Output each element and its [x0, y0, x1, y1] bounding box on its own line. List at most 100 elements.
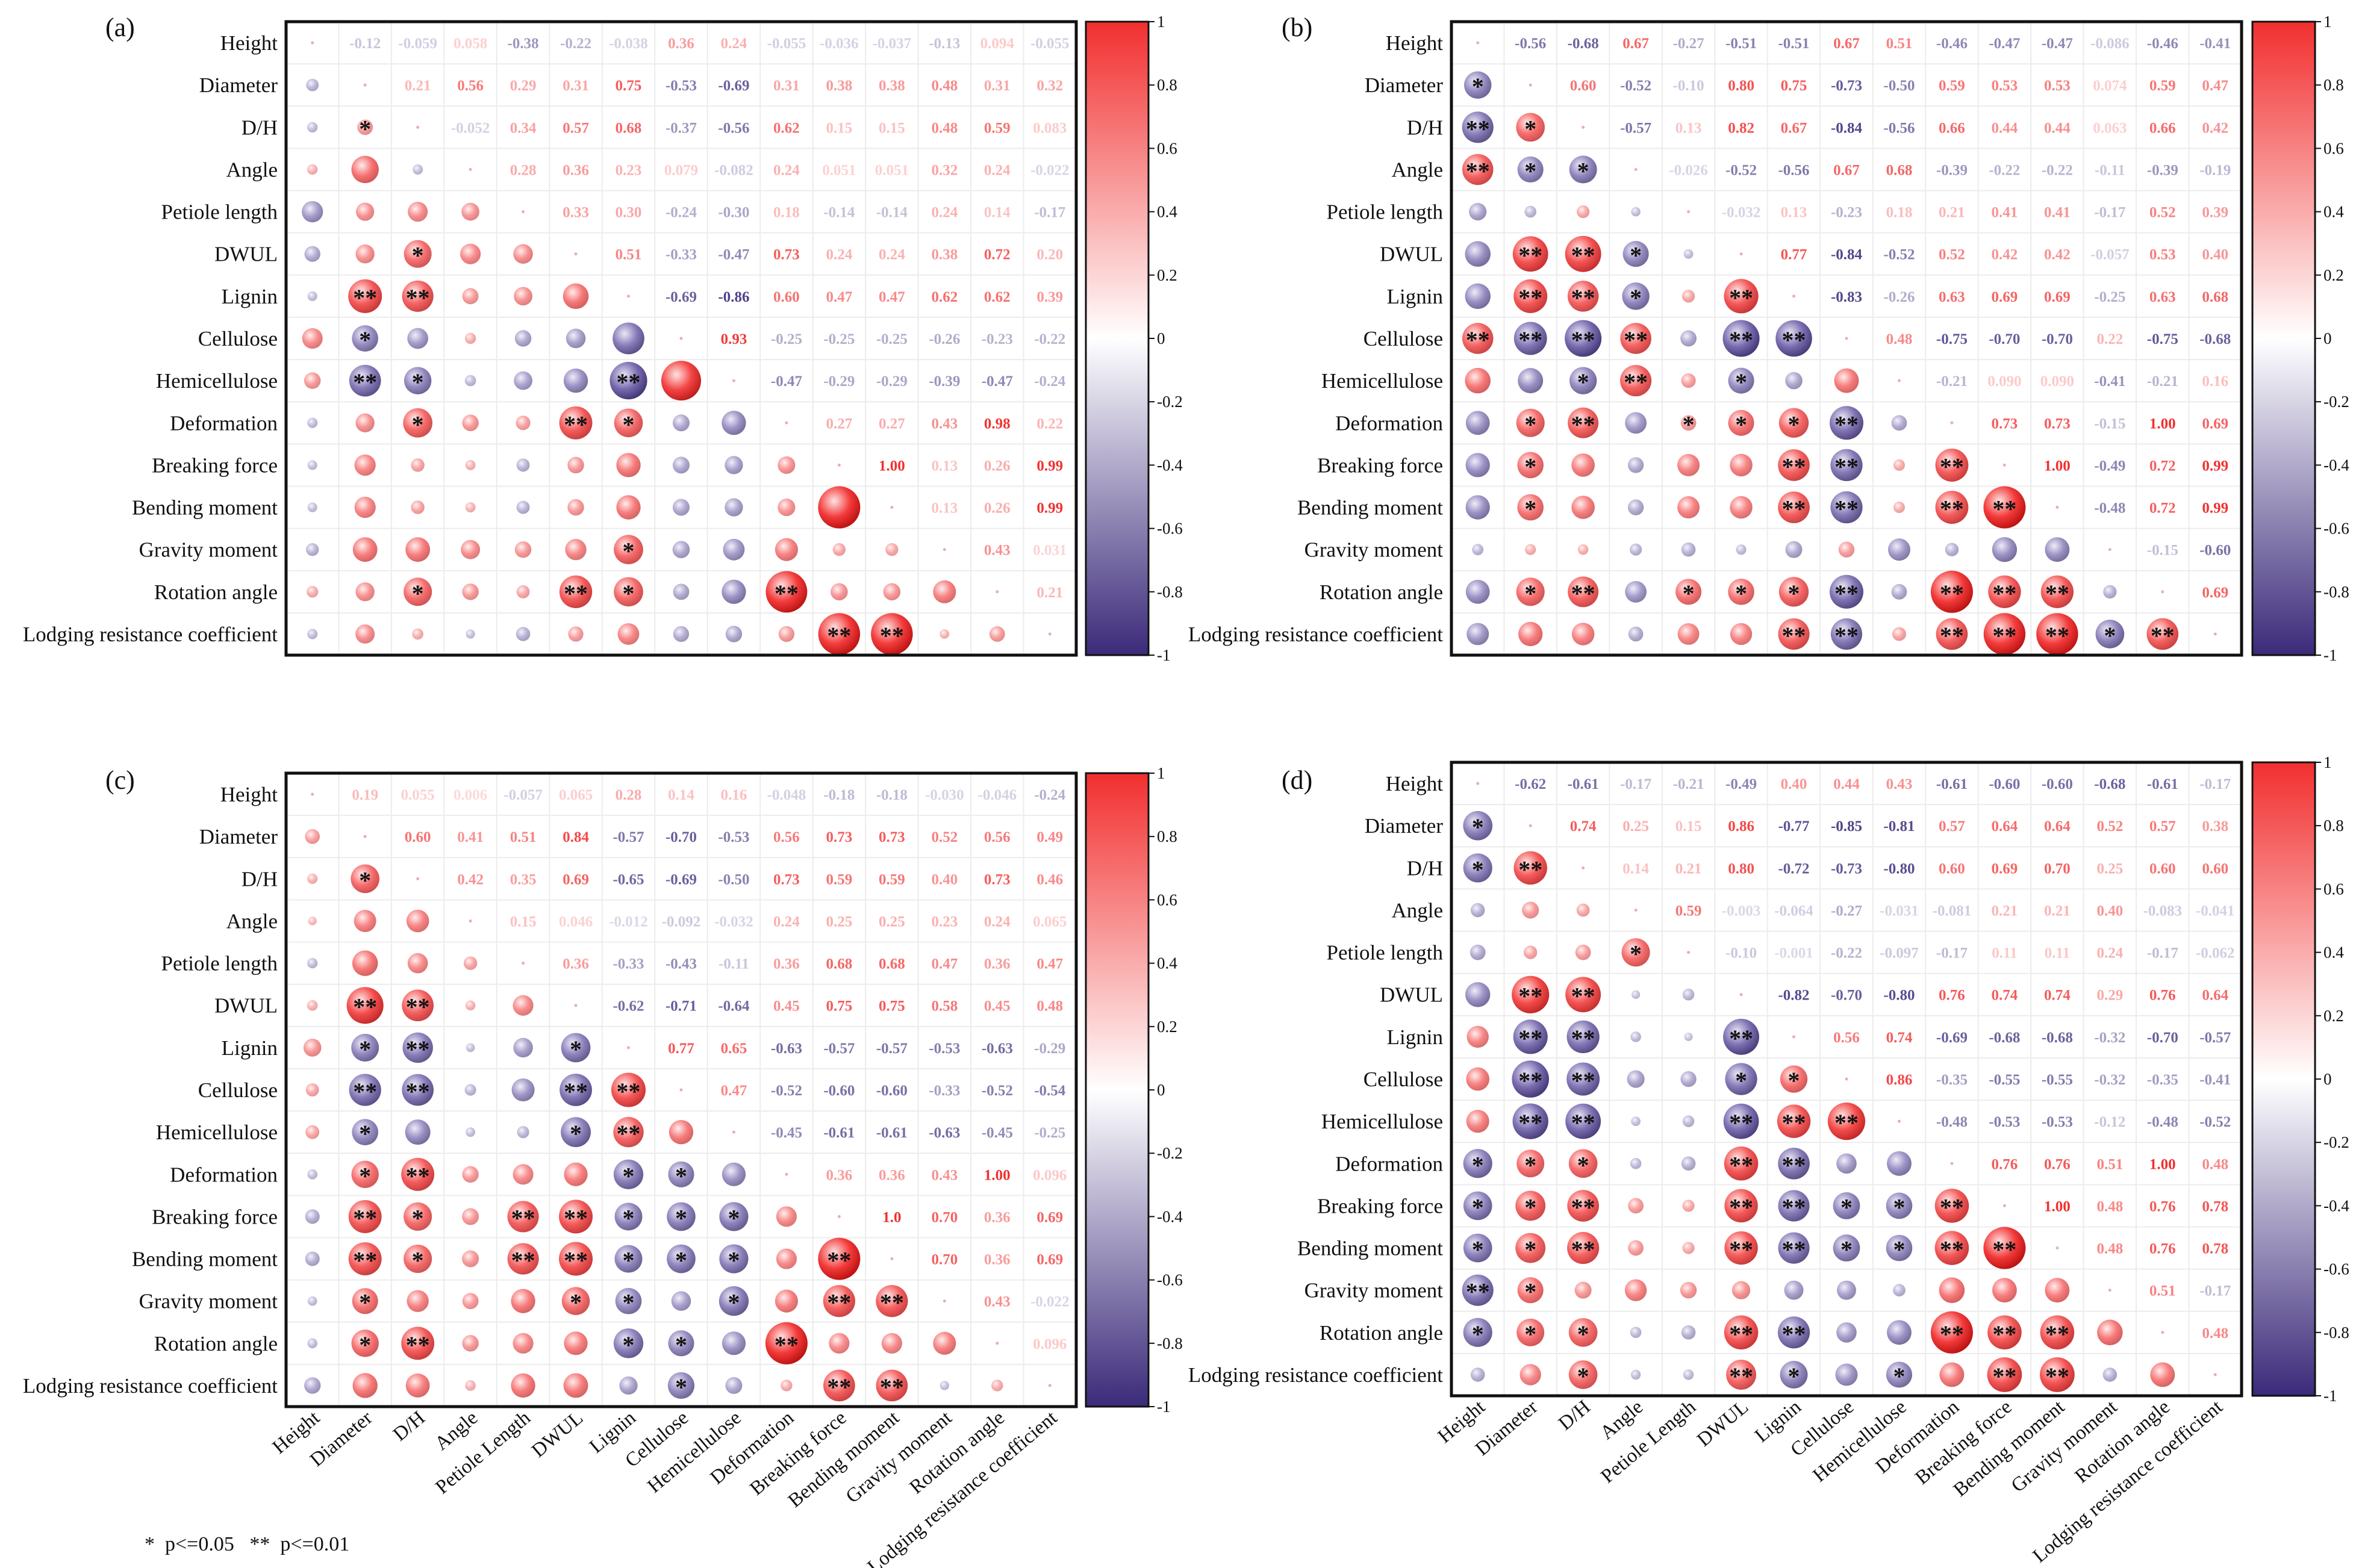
corr-bubble [1778, 577, 1809, 607]
corr-bubble [1630, 1157, 1642, 1169]
corr-bubble [1565, 1103, 1601, 1139]
corr-bubble [559, 406, 593, 440]
colorbar-tick-label: 0.2 [1157, 266, 1177, 284]
significance-mark: * [1524, 1278, 1536, 1305]
corr-bubble [1891, 583, 1907, 600]
significance-mark: ** [1940, 580, 1964, 607]
corr-value: 0.65 [721, 1041, 747, 1057]
corr-bubble [1463, 1149, 1492, 1178]
corr-bubble [1466, 623, 1489, 646]
corr-value: -0.60 [1989, 776, 2020, 792]
corr-value: 0.24 [931, 205, 958, 221]
corr-bubble [462, 1335, 479, 1352]
corr-value: 0.63 [2149, 289, 2176, 305]
corr-bubble [832, 543, 846, 556]
corr-bubble [1568, 1318, 1598, 1347]
corr-bubble [1677, 623, 1700, 645]
corr-value: 1.0 [882, 1209, 901, 1225]
corr-value: 0.27 [879, 415, 905, 432]
corr-value: 0.67 [1622, 36, 1649, 52]
significance-mark: * [1840, 1193, 1853, 1221]
significance-mark: ** [1782, 1321, 1806, 1348]
corr-value: 0.59 [826, 871, 853, 888]
corr-bubble [1930, 570, 1973, 613]
row-label-dwul: DWUL [1380, 983, 1443, 1007]
corr-value: -0.21 [1673, 776, 1704, 792]
colorbar-tick-label: -0.8 [1157, 583, 1183, 601]
corr-value: -0.57 [1620, 120, 1651, 136]
corr-bubble [464, 332, 476, 344]
corr-bubble [513, 995, 534, 1016]
corr-bubble [1992, 537, 2018, 562]
corr-value: 0.25 [879, 913, 905, 930]
corr-value: -0.29 [876, 373, 908, 390]
corr-value: 0.76 [2149, 988, 2176, 1004]
corr-bubble [304, 246, 320, 262]
corr-value: 0.36 [984, 1209, 1011, 1225]
corr-value: -0.10 [1725, 945, 1757, 962]
significance-mark: * [1735, 580, 1747, 607]
corr-value: 0.76 [1939, 988, 1965, 1004]
row-label-height: Height [1386, 31, 1444, 55]
significance-mark: ** [1834, 580, 1859, 607]
corr-value: 0.21 [2044, 903, 2071, 919]
corr-bubble [307, 122, 318, 132]
corr-bubble [1568, 1149, 1598, 1178]
significance-mark: * [675, 1162, 687, 1189]
corr-bubble [725, 626, 743, 642]
corr-value: -0.50 [1883, 78, 1915, 94]
corr-value: 0.60 [405, 829, 431, 845]
significance-mark: ** [406, 1331, 430, 1358]
significance-mark: ** [1940, 1321, 1964, 1348]
diagonal-dot [2055, 506, 2059, 509]
colorbar-tick-label: -0.4 [2323, 456, 2349, 474]
corr-bubble [563, 283, 589, 310]
corr-value: 0.36 [563, 956, 589, 972]
corr-bubble [461, 202, 479, 221]
corr-value: 0.69 [1992, 860, 2018, 877]
significance-mark: ** [1782, 1236, 1806, 1263]
corr-bubble [778, 456, 796, 474]
significance-mark: * [623, 1204, 635, 1231]
significance-mark: ** [1729, 1025, 1753, 1052]
significance-mark: * [728, 1247, 740, 1274]
significance-mark: * [1472, 1193, 1484, 1221]
significance-mark: ** [406, 994, 430, 1021]
row-label-rotation-angle: Rotation angle [1320, 1321, 1443, 1345]
corr-bubble [1886, 1234, 1913, 1262]
corr-value: -0.68 [2199, 331, 2231, 347]
corr-value: -0.12 [349, 36, 381, 52]
corr-value: 0.11 [2045, 945, 2070, 962]
diagonal-dot [1845, 337, 1848, 340]
corr-bubble [1518, 368, 1544, 394]
corr-bubble [1525, 544, 1536, 555]
corr-value: 0.68 [879, 956, 905, 972]
corr-value: 0.69 [1036, 1209, 1063, 1225]
corr-value: -0.23 [1831, 205, 1862, 221]
significance-mark: ** [1782, 326, 1806, 353]
colorbar-tick-label: -0.8 [2323, 583, 2349, 601]
significance-mark: ** [1940, 1193, 1964, 1221]
corr-bubble [514, 330, 532, 347]
corr-bubble [561, 1033, 591, 1063]
row-label-petiole--length: Petiole length [161, 201, 278, 224]
corr-value: -0.022 [1030, 162, 1070, 178]
corr-bubble [829, 1333, 850, 1354]
corr-value: 0.72 [984, 247, 1011, 263]
corr-value: 1.00 [2044, 1198, 2071, 1215]
diagonal-dot [1687, 210, 1691, 214]
corr-value: -0.26 [1883, 289, 1915, 305]
row-label-bending-moment: Bending moment [1297, 1237, 1443, 1260]
corr-value: -0.47 [771, 373, 802, 390]
corr-value: -0.70 [1989, 331, 2020, 347]
corr-bubble [563, 1373, 588, 1398]
corr-bubble [463, 956, 478, 970]
corr-bubble [1465, 579, 1490, 604]
corr-bubble [1893, 459, 1905, 471]
diagonal-dot [469, 167, 472, 171]
corr-bubble [1513, 279, 1548, 313]
corr-bubble [411, 500, 425, 514]
corr-bubble [1517, 494, 1544, 521]
significance-mark: * [623, 1289, 635, 1316]
diagonal-dot [2108, 1289, 2111, 1292]
